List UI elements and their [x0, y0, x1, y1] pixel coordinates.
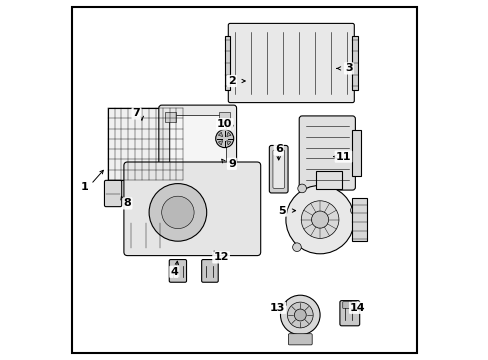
Text: 12: 12 — [213, 252, 228, 262]
Bar — [352, 198, 366, 241]
Circle shape — [311, 211, 328, 228]
Text: 8: 8 — [123, 198, 131, 208]
Circle shape — [285, 185, 354, 254]
Circle shape — [215, 130, 233, 148]
FancyBboxPatch shape — [269, 145, 287, 193]
Text: 3: 3 — [345, 63, 352, 73]
Text: 11: 11 — [335, 152, 350, 162]
FancyBboxPatch shape — [342, 302, 356, 309]
Text: 13: 13 — [269, 303, 285, 313]
Text: 2: 2 — [227, 76, 235, 86]
Bar — [107, 108, 183, 180]
Circle shape — [294, 309, 305, 321]
Bar — [219, 173, 230, 184]
Text: 9: 9 — [227, 159, 235, 169]
Text: 5: 5 — [278, 206, 285, 216]
Polygon shape — [218, 132, 222, 136]
Text: 1: 1 — [80, 182, 88, 192]
Circle shape — [280, 295, 320, 335]
Bar — [352, 36, 357, 90]
FancyBboxPatch shape — [299, 116, 355, 190]
Circle shape — [350, 206, 359, 215]
Text: 4: 4 — [170, 267, 178, 277]
FancyBboxPatch shape — [169, 260, 186, 282]
Circle shape — [301, 201, 338, 238]
Text: 14: 14 — [349, 303, 365, 313]
Polygon shape — [226, 132, 231, 136]
Text: 6: 6 — [274, 144, 282, 154]
Circle shape — [287, 302, 312, 328]
Bar — [165, 112, 176, 122]
FancyBboxPatch shape — [288, 334, 311, 345]
FancyBboxPatch shape — [104, 180, 122, 207]
Bar — [352, 130, 361, 176]
Bar — [168, 115, 226, 180]
Bar — [165, 173, 176, 184]
FancyBboxPatch shape — [201, 260, 218, 282]
Polygon shape — [226, 141, 231, 145]
FancyBboxPatch shape — [123, 162, 260, 256]
FancyBboxPatch shape — [228, 23, 354, 103]
Circle shape — [297, 184, 306, 193]
Polygon shape — [218, 141, 222, 145]
Bar — [219, 112, 230, 122]
Text: 10: 10 — [217, 119, 232, 129]
Bar — [316, 171, 341, 189]
Circle shape — [149, 184, 206, 241]
Circle shape — [162, 196, 194, 229]
FancyBboxPatch shape — [272, 150, 284, 188]
Bar — [224, 36, 230, 90]
FancyBboxPatch shape — [159, 105, 236, 190]
Text: 7: 7 — [132, 108, 140, 118]
Circle shape — [292, 243, 301, 252]
FancyBboxPatch shape — [339, 301, 359, 326]
